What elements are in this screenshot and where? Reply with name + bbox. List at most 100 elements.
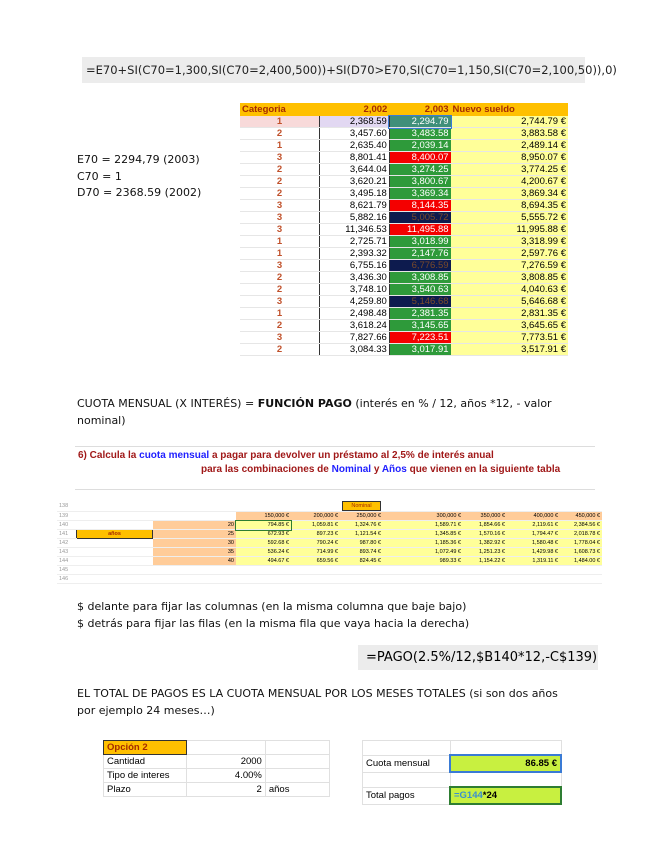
cuota-cell[interactable]: 1,608.73 € — [560, 547, 602, 557]
value-2002-cell[interactable]: 4,259.80 — [318, 295, 390, 308]
cuota-cell[interactable]: 1,185.36 € — [383, 538, 463, 548]
categoria-cell[interactable]: 3 — [240, 223, 320, 236]
loan-cell[interactable] — [507, 565, 560, 575]
value-2003-cell[interactable]: 3,145.65 — [389, 319, 451, 332]
value-2003-cell[interactable]: 3,017.91 — [389, 343, 451, 356]
cuota-cell[interactable]: 714.99 € — [291, 547, 340, 557]
value-2003-cell[interactable]: 2,294.79 — [388, 115, 452, 129]
cuota-cell[interactable]: 1,570.16 € — [463, 529, 507, 539]
categoria-cell[interactable]: 3 — [240, 211, 320, 224]
years-cell[interactable]: 40 — [152, 556, 236, 566]
loan-cell[interactable] — [291, 565, 340, 575]
nuevo-sueldo-cell[interactable]: 5,555.72 € — [450, 211, 568, 224]
categoria-cell[interactable]: 1 — [240, 116, 320, 128]
cuota-cell[interactable]: 672.93 € — [236, 529, 291, 539]
value-2002-cell[interactable]: 3,620.21 — [318, 175, 390, 188]
categoria-cell[interactable]: 3 — [240, 295, 320, 308]
nuevo-sueldo-cell[interactable]: 11,995.88 € — [450, 223, 568, 236]
loan-cell[interactable] — [236, 574, 291, 584]
nominal-header[interactable]: 450,000 € — [560, 511, 602, 521]
loan-cell[interactable] — [463, 565, 507, 575]
cuota-cell[interactable]: 592.68 € — [236, 538, 291, 548]
value-2002-cell[interactable]: 3,084.33 — [318, 343, 390, 356]
nominal-header[interactable]: 150,000 € — [236, 511, 291, 521]
categoria-cell[interactable]: 2 — [240, 163, 320, 176]
loan-cell[interactable] — [152, 511, 236, 521]
value-2003-cell[interactable]: 3,540.63 — [389, 283, 451, 296]
categoria-cell[interactable]: 3 — [240, 199, 320, 212]
anos-label[interactable]: años — [76, 529, 153, 539]
value-2003-cell[interactable]: 2,381.35 — [389, 307, 451, 320]
nuevo-sueldo-cell[interactable]: 7,773.51 € — [450, 331, 568, 344]
cuota-cell[interactable]: 1,484.00 € — [560, 556, 602, 566]
cuota-cell[interactable]: 1,345.85 € — [383, 529, 463, 539]
years-cell[interactable]: 35 — [152, 547, 236, 557]
cuota-cell[interactable]: 1,854.66 € — [463, 520, 507, 530]
loan-cell[interactable] — [560, 574, 602, 584]
nuevo-sueldo-cell[interactable]: 3,318.99 € — [450, 235, 568, 248]
nuevo-sueldo-cell[interactable]: 2,831.35 € — [450, 307, 568, 320]
cuota-cell[interactable]: 1,319.11 € — [507, 556, 560, 566]
categoria-cell[interactable]: 1 — [240, 235, 320, 248]
value-2003-cell[interactable]: 3,800.67 — [389, 175, 451, 188]
categoria-cell[interactable]: 3 — [240, 259, 320, 272]
cuota-cell[interactable]: 1,121.54 € — [340, 529, 383, 539]
value-2002-cell[interactable]: 8,621.79 — [318, 199, 390, 212]
value-2003-cell[interactable]: 2,039.14 — [389, 139, 451, 152]
value-2002-cell[interactable]: 3,436.30 — [318, 271, 390, 284]
cuota-cell[interactable]: 1,072.49 € — [383, 547, 463, 557]
loan-cell[interactable] — [236, 501, 291, 512]
value-2003-cell[interactable]: 11,495.88 — [389, 223, 451, 236]
nominal-header[interactable]: 400,000 € — [507, 511, 560, 521]
categoria-cell[interactable]: 1 — [240, 307, 320, 320]
nuevo-sueldo-cell[interactable]: 3,517.91 € — [450, 343, 568, 356]
value-2002-cell[interactable]: 5,882.16 — [318, 211, 390, 224]
cuota-cell[interactable]: 1,794.47 € — [507, 529, 560, 539]
cuota-cell[interactable]: 1,059.81 € — [291, 520, 340, 530]
loan-cell[interactable] — [291, 501, 340, 512]
value-2003-cell[interactable]: 2,147.76 — [389, 247, 451, 260]
value-2003-cell[interactable]: 5,005.72 — [389, 211, 451, 224]
loan-cell[interactable] — [76, 520, 153, 530]
cuota-cell[interactable]: 893.74 € — [340, 547, 383, 557]
value-2002-cell[interactable]: 3,748.10 — [318, 283, 390, 296]
cuota-cell[interactable]: 659.56 € — [291, 556, 340, 566]
nuevo-sueldo-cell[interactable]: 4,040.63 € — [450, 283, 568, 296]
loan-cell[interactable] — [236, 565, 291, 575]
loan-cell[interactable] — [76, 556, 153, 566]
loan-cell[interactable]: Nominal — [340, 501, 383, 512]
loan-cell[interactable] — [76, 511, 153, 521]
categoria-cell[interactable]: 2 — [240, 175, 320, 188]
loan-cell[interactable] — [507, 574, 560, 584]
cuota-cell[interactable]: 2,018.78 € — [560, 529, 602, 539]
nuevo-sueldo-cell[interactable]: 3,808.85 € — [450, 271, 568, 284]
nominal-header[interactable]: 350,000 € — [463, 511, 507, 521]
loan-cell[interactable] — [152, 501, 236, 512]
value-2002-cell[interactable]: 2,725.71 — [318, 235, 390, 248]
loan-cell[interactable] — [383, 501, 463, 512]
value-2002-cell[interactable]: 8,801.41 — [318, 151, 390, 164]
nuevo-sueldo-cell[interactable]: 5,646.68 € — [450, 295, 568, 308]
value-2002-cell[interactable]: 2,498.48 — [318, 307, 390, 320]
nuevo-sueldo-cell[interactable]: 3,645.65 € — [450, 319, 568, 332]
value-2003-cell[interactable]: 6,776.59 — [389, 259, 451, 272]
cuota-cell[interactable]: 1,778.04 € — [560, 538, 602, 548]
cuota-cell[interactable]: 1,251.23 € — [463, 547, 507, 557]
value-plazo[interactable]: 2 — [186, 782, 266, 797]
nuevo-sueldo-cell[interactable]: 8,950.07 € — [450, 151, 568, 164]
value-2002-cell[interactable]: 11,346.53 — [318, 223, 390, 236]
loan-cell[interactable] — [76, 565, 153, 575]
value-2003-cell[interactable]: 8,400.07 — [389, 151, 451, 164]
value-2003-cell[interactable]: 3,018.99 — [389, 235, 451, 248]
categoria-cell[interactable]: 2 — [240, 127, 320, 140]
cuota-cell[interactable]: 1,382.92 € — [463, 538, 507, 548]
value-2003-cell[interactable]: 7,223.51 — [389, 331, 451, 344]
value-2003-cell[interactable]: 3,308.85 — [389, 271, 451, 284]
value-2003-cell[interactable]: 3,483.58 — [389, 127, 451, 140]
loan-cell[interactable] — [152, 565, 236, 575]
value-cuota-mensual[interactable]: 86.85 € — [449, 754, 562, 773]
loan-cell[interactable] — [76, 547, 153, 557]
cuota-cell[interactable]: 794.85 € — [235, 519, 292, 531]
loan-cell[interactable] — [340, 565, 383, 575]
loan-cell[interactable] — [560, 501, 602, 512]
